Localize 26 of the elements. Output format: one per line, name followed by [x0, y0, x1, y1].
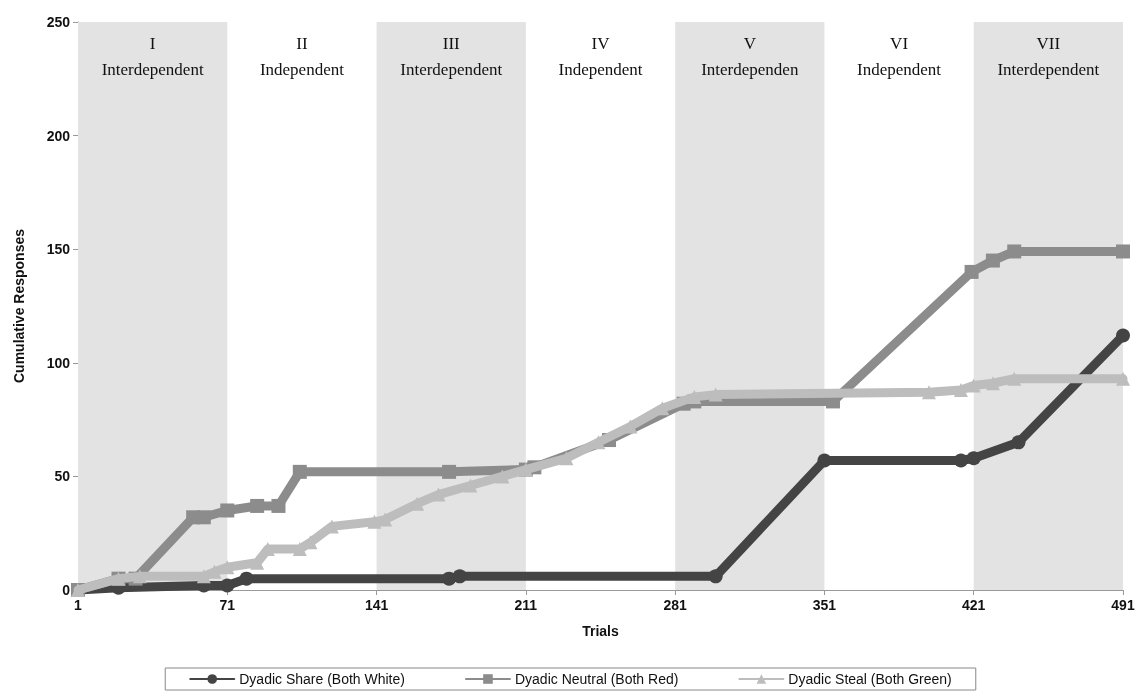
y-tick-label: 50: [54, 468, 71, 485]
x-tick-label: 141: [364, 597, 389, 613]
y-tick-label: 0: [62, 582, 71, 598]
y-tick-label: 200: [46, 127, 71, 144]
annotation: IV Independent: [558, 33, 643, 79]
band-label: III Interdependent: [400, 33, 503, 79]
annotation: VI Independent: [857, 33, 942, 79]
x-tick-label: 421: [962, 597, 986, 613]
band-label: VII Interdependent: [997, 33, 1100, 79]
band-label: I Interdependent: [101, 33, 204, 79]
y-tick-label: 150: [46, 241, 71, 258]
band-label: V Interdependen: [701, 33, 799, 79]
legend-label: Dyadic Share (Both White): [239, 671, 405, 687]
y-axis-title: Cumulative Responses: [11, 228, 27, 384]
y-tick-label: 100: [46, 354, 71, 371]
x-tick-label: 211: [514, 597, 538, 613]
x-axis-title: Trials: [582, 623, 619, 639]
y-tick-label: 250: [46, 14, 71, 30]
x-tick-label: 491: [1111, 597, 1135, 613]
x-tick-label: 71: [219, 597, 236, 613]
x-tick-label: 281: [663, 597, 688, 613]
legend-label: Dyadic Steal (Both Green): [788, 671, 952, 687]
legend-label: Dyadic Neutral (Both Red): [514, 671, 679, 687]
x-tick-label: 1: [74, 597, 83, 613]
annotation: II Independent: [259, 33, 345, 79]
x-tick-label: 351: [812, 597, 837, 613]
